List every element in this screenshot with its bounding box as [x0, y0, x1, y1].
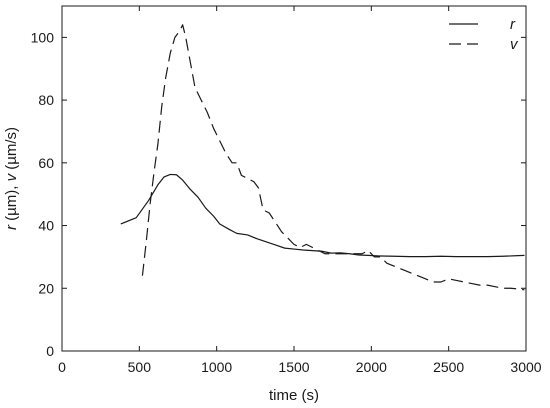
- x-tick-label: 1500: [278, 359, 309, 375]
- x-tick-label: 1000: [201, 359, 232, 375]
- x-axis-title: time (s): [269, 387, 319, 404]
- y-axis-title-part: (µm),: [3, 181, 20, 225]
- x-axis-ticks: 0 500 1000 1500 2000 2500 3000: [58, 6, 542, 375]
- legend-label-v: v: [510, 36, 519, 53]
- x-tick-label: 2500: [433, 359, 464, 375]
- legend-label-r: r: [510, 16, 516, 33]
- y-tick-label: 0: [46, 343, 54, 359]
- series-line-r: [120, 173, 525, 258]
- x-tick-label: 2000: [356, 359, 387, 375]
- y-tick-label: 100: [31, 29, 55, 45]
- x-tick-label: 500: [128, 359, 152, 375]
- y-tick-label: 80: [38, 92, 54, 108]
- y-axis-title-part: (µm/s): [3, 127, 20, 174]
- y-tick-label: 20: [38, 280, 54, 296]
- y-axis-ticks: 0 20 40 60 80 100: [31, 29, 526, 359]
- y-axis-title-part: v: [3, 172, 20, 181]
- y-axis-title-part: r: [3, 224, 20, 230]
- y-axis-title: r (µm), v (µm/s): [3, 127, 20, 230]
- series-line-v: [141, 24, 525, 291]
- legend: rv: [449, 16, 519, 53]
- x-tick-label: 3000: [510, 359, 541, 375]
- series-lines: [120, 24, 525, 291]
- x-tick-label: 0: [58, 359, 66, 375]
- y-tick-label: 60: [38, 155, 54, 171]
- plot-frame: [61, 5, 527, 352]
- y-tick-label: 40: [38, 218, 54, 234]
